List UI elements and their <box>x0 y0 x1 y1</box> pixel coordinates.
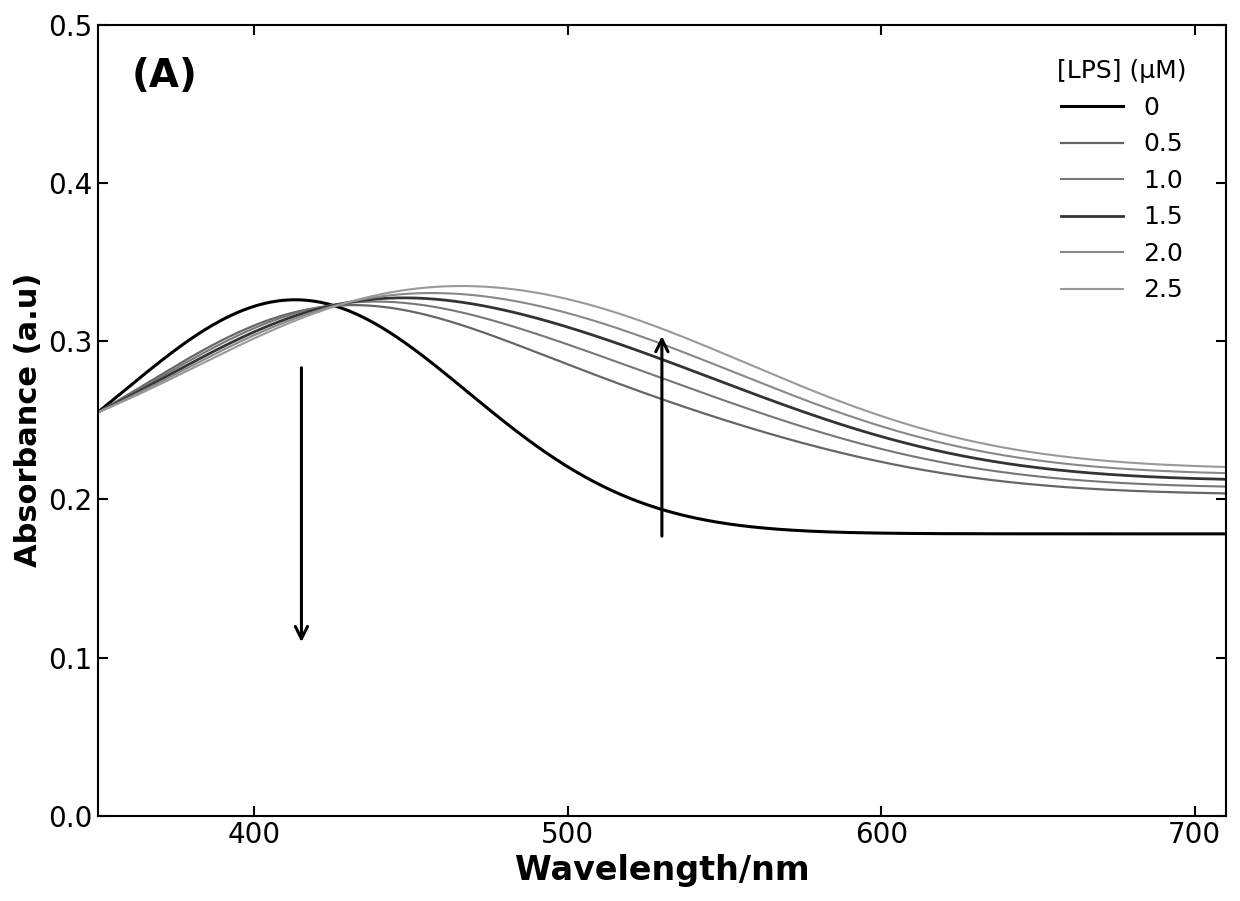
Legend: 0, 0.5, 1.0, 1.5, 2.0, 2.5: 0, 0.5, 1.0, 1.5, 2.0, 2.5 <box>1048 50 1197 313</box>
X-axis label: Wavelength/nm: Wavelength/nm <box>515 854 810 887</box>
Y-axis label: Absorbance (a.u): Absorbance (a.u) <box>14 273 43 568</box>
Text: (A): (A) <box>131 57 197 95</box>
